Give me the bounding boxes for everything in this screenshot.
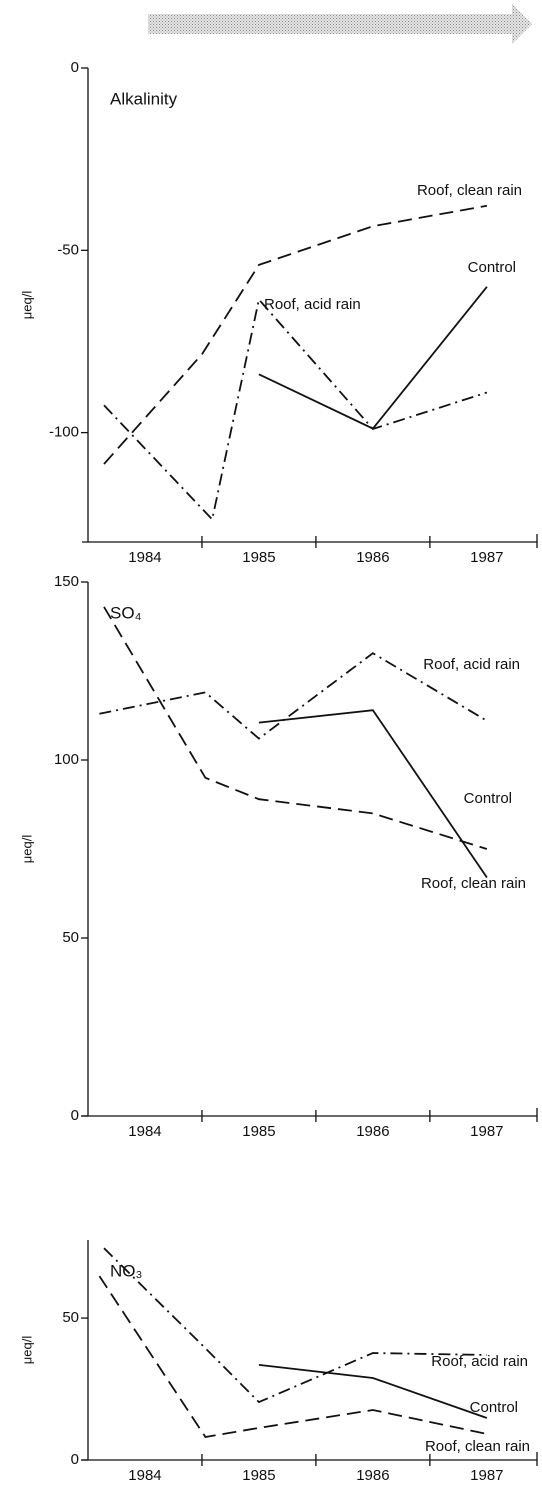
x-tick-label: 1985 bbox=[242, 1467, 275, 1484]
series-line bbox=[103, 606, 488, 850]
panel-title: Alkalinity bbox=[110, 89, 178, 108]
x-tick-label: 1986 bbox=[356, 1467, 389, 1484]
x-tick-label: 1986 bbox=[356, 1123, 389, 1140]
y-axis-label: μeq/l bbox=[19, 1336, 34, 1365]
series-label: Roof, clean rain bbox=[421, 875, 526, 892]
y-tick-label: 150 bbox=[54, 573, 79, 590]
series-line bbox=[103, 1247, 487, 1404]
y-axis-label: μeq/l bbox=[19, 835, 34, 864]
y-tick-label: 50 bbox=[62, 1309, 79, 1326]
x-tick-label: 1986 bbox=[356, 549, 389, 566]
y-tick-label: -100 bbox=[49, 424, 79, 441]
y-tick-label: 0 bbox=[71, 1451, 79, 1468]
series-line bbox=[103, 204, 488, 465]
series-label: Roof, clean rain bbox=[425, 1438, 530, 1455]
time-arrow bbox=[148, 4, 532, 44]
x-tick-label: 1985 bbox=[242, 549, 275, 566]
x-tick-label: 1985 bbox=[242, 1123, 275, 1140]
panel-title: SO₄ bbox=[110, 603, 142, 622]
series-line bbox=[258, 1364, 488, 1419]
x-tick-label: 1984 bbox=[128, 549, 161, 566]
y-tick-label: 0 bbox=[71, 59, 79, 76]
series-label: Roof, acid rain bbox=[431, 1353, 528, 1370]
x-tick-label: 1987 bbox=[470, 1467, 503, 1484]
series-label: Roof, acid rain bbox=[423, 656, 520, 673]
y-tick-label: 0 bbox=[71, 1107, 79, 1124]
x-tick-label: 1987 bbox=[470, 1123, 503, 1140]
x-tick-label: 1984 bbox=[128, 1467, 161, 1484]
y-tick-label: 100 bbox=[54, 751, 79, 768]
x-tick-label: 1987 bbox=[470, 549, 503, 566]
y-tick-label: -50 bbox=[57, 241, 79, 258]
y-tick-label: 50 bbox=[62, 929, 79, 946]
series-label: Control bbox=[470, 1399, 518, 1416]
series-line bbox=[98, 1275, 488, 1438]
series-line bbox=[99, 652, 488, 740]
y-axis-label: μeq/l bbox=[19, 291, 34, 320]
x-tick-label: 1984 bbox=[128, 1123, 161, 1140]
series-label: Roof, clean rain bbox=[417, 182, 522, 199]
series-label: Roof, acid rain bbox=[264, 296, 361, 313]
series-label: Control bbox=[468, 259, 516, 276]
series-line bbox=[103, 297, 488, 522]
series-line bbox=[258, 709, 488, 879]
series-label: Control bbox=[464, 790, 512, 807]
